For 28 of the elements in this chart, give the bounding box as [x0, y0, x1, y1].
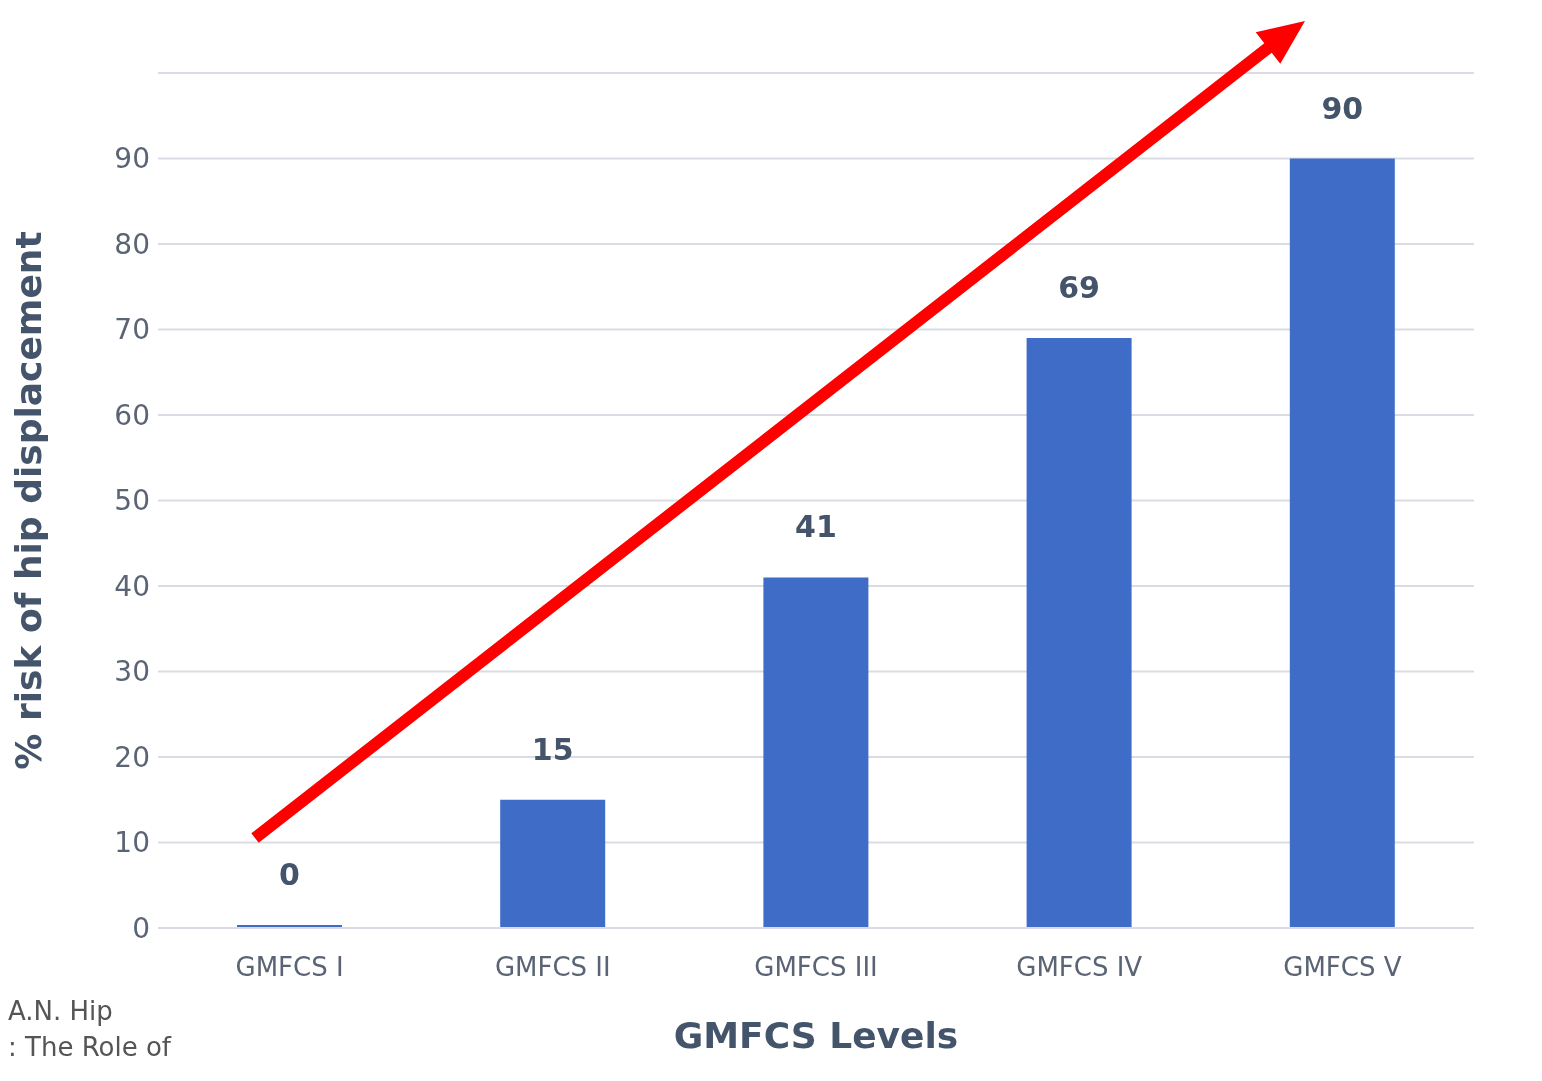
y-axis-title: % risk of hip displacement [7, 231, 49, 770]
text: A.N. Hip [8, 995, 114, 1028]
y-tick-label: 10 [114, 826, 150, 860]
y-tick-label: 80 [114, 227, 150, 261]
bar [500, 799, 606, 928]
y-tick-label: 20 [114, 740, 150, 774]
data-label: 69 [1058, 270, 1100, 306]
x-tick-label: GMFCS II [494, 952, 611, 983]
y-tick-label: 50 [114, 484, 150, 518]
bar [1289, 158, 1395, 928]
bar [763, 577, 869, 928]
x-tick-label: GMFCS V [1283, 952, 1402, 983]
x-axis-title: GMFCS Levels [673, 1015, 959, 1056]
data-label: 41 [795, 509, 837, 545]
y-tick-label: 70 [114, 313, 150, 347]
data-label: 0 [279, 857, 300, 892]
data-label: 15 [531, 731, 574, 767]
data-label: 90 [1321, 90, 1364, 126]
y-tick-label: 60 [114, 398, 150, 432]
x-tick-label: GMFCS III [754, 952, 878, 983]
y-tick-label: 0 [132, 911, 150, 945]
y-tick-label: 40 [114, 569, 150, 603]
text: : The Role of [8, 1031, 171, 1064]
y-tick-label: 90 [114, 142, 150, 176]
x-tick-label: GMFCS IV [1016, 952, 1143, 983]
y-tick-label: 30 [114, 655, 150, 689]
bar [1026, 338, 1132, 928]
x-tick-label: GMFCS I [235, 952, 344, 983]
